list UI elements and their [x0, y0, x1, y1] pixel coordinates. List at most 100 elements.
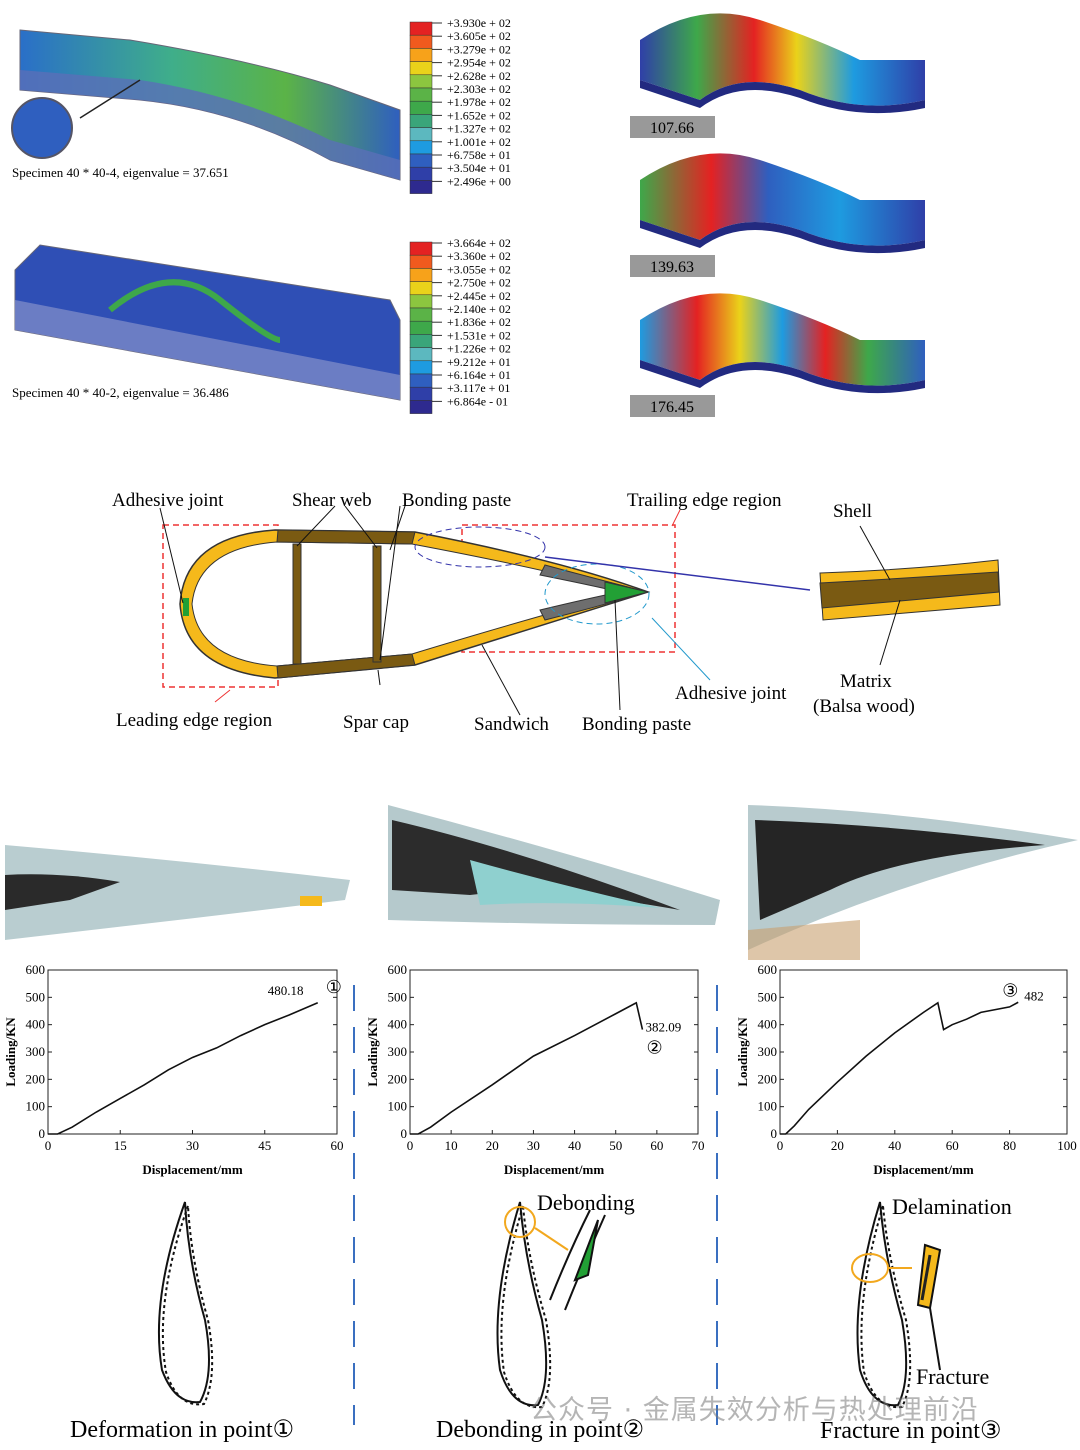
x-tick-label: 20: [831, 1138, 844, 1153]
x-tick-label: 50: [609, 1138, 622, 1153]
legend-value: +2.445e + 02: [447, 289, 511, 303]
x-tick-label: 100: [1057, 1138, 1077, 1153]
legend-value: +6.164e + 01: [447, 368, 511, 382]
x-tick-label: 45: [258, 1138, 271, 1153]
label-matrix: Matrix: [840, 671, 892, 692]
x-tick-label: 60: [331, 1138, 344, 1153]
photo-2: [388, 805, 720, 925]
legend-value: +3.279e + 02: [447, 42, 511, 56]
buckling-mode-1: [640, 13, 925, 114]
zoom-inset: [11, 97, 73, 159]
legend-value: +3.117e + 01: [447, 381, 510, 395]
peak-annotation: 482: [1024, 988, 1044, 1003]
label-delamination: Delamination: [892, 1194, 1012, 1219]
point-marker: ③: [1002, 980, 1018, 1000]
y-axis-label: Loading/KN: [3, 1017, 18, 1087]
y-tick-label: 400: [388, 1017, 408, 1032]
failure-sketches: Debonding Delamination Fracture Deformat…: [70, 1190, 1012, 1444]
y-tick-label: 100: [388, 1099, 408, 1114]
trailing-adhesive: [604, 581, 649, 604]
y-tick-label: 400: [26, 1017, 46, 1032]
buckling-mode-2: [640, 153, 925, 254]
y-tick-label: 0: [401, 1126, 408, 1141]
specimen-1-label: Specimen 40 * 40-4, eigenvalue = 37.651: [12, 165, 229, 180]
point-marker: ①: [326, 977, 342, 997]
airfoil-fracture-3: [851, 1201, 942, 1409]
legend-value: +2.303e + 02: [447, 82, 511, 96]
x-tick-label: 70: [692, 1138, 705, 1153]
contour-legend-1: +3.930e + 02+3.605e + 02+3.279e + 02+2.9…: [409, 16, 511, 194]
x-axis-label: Displacement/mm: [142, 1162, 243, 1177]
legend-value: +6.758e + 01: [447, 148, 511, 162]
label-bonding-paste-bottom: Bonding paste: [582, 714, 691, 735]
legend-value: +6.864e - 01: [447, 394, 508, 408]
x-tick-label: 20: [486, 1138, 499, 1153]
photo-1: [5, 845, 350, 940]
mode-2-value: 139.63: [650, 259, 694, 276]
label-bonding-paste-top: Bonding paste: [402, 490, 511, 511]
caption-debonding: Debonding in point②: [436, 1417, 644, 1443]
legend-value: +2.750e + 02: [447, 276, 511, 290]
spar-cap: [276, 529, 416, 679]
legend-value: +1.836e + 02: [447, 315, 511, 329]
x-tick-label: 0: [777, 1138, 784, 1153]
photo-3: [748, 805, 1078, 960]
peak-annotation: 382.09: [645, 1020, 681, 1035]
y-tick-label: 500: [758, 989, 778, 1004]
y-tick-label: 100: [758, 1099, 778, 1114]
shell-detail: [819, 559, 1001, 621]
chart-2: 0 10 20 30 40 50 60 70 0 100 200 300 400 500 600 Displa…: [365, 962, 705, 1177]
label-shear-web: Shear web: [292, 490, 372, 511]
mode-3-badge: [630, 395, 715, 417]
label-adhesive-joint-top: Adhesive joint: [112, 490, 224, 511]
contour-legend-2: +3.664e + 02+3.360e + 02+3.055e + 02+2.7…: [409, 236, 511, 414]
watermark: 公众号 · 金属失效分析与热处理前沿: [530, 1395, 979, 1426]
y-tick-label: 300: [758, 1044, 778, 1059]
legend-value: +1.978e + 02: [447, 95, 511, 109]
load-curve: [410, 1001, 644, 1135]
legend-value: +3.930e + 02: [447, 16, 511, 30]
specimen-2-model: [14, 244, 401, 401]
y-tick-label: 600: [758, 962, 778, 977]
label-adhesive-joint-bottom: Adhesive joint: [675, 683, 787, 704]
y-tick-label: 600: [388, 962, 408, 977]
legend-value: +2.496e + 00: [447, 174, 511, 188]
blade-section-diagram: Adhesive joint Shear web Bonding paste T…: [112, 490, 1001, 735]
y-tick-label: 0: [771, 1126, 778, 1141]
legend-value: +3.664e + 02: [447, 236, 511, 250]
y-tick-label: 0: [39, 1126, 46, 1141]
legend-swatch: [409, 180, 433, 194]
legend-value: +2.140e + 02: [447, 302, 511, 316]
y-tick-label: 600: [26, 962, 46, 977]
peak-annotation: 480.18: [268, 983, 304, 998]
load-curve: [780, 1001, 1019, 1135]
x-tick-label: 60: [650, 1138, 663, 1153]
mode-2-badge: [630, 255, 715, 277]
legend-value: +1.652e + 02: [447, 108, 511, 122]
x-tick-label: 80: [1003, 1138, 1016, 1153]
y-tick-label: 200: [388, 1071, 408, 1086]
label-sandwich: Sandwich: [474, 714, 549, 735]
panel-separators: [353, 985, 718, 1425]
point-marker: ②: [646, 1038, 662, 1058]
legend-value: +2.628e + 02: [447, 69, 511, 83]
label-trailing-edge-region: Trailing edge region: [627, 490, 782, 511]
legend-value: +3.605e + 02: [447, 29, 511, 43]
legend-value: +1.327e + 02: [447, 122, 511, 136]
caption-fracture: Fracture in point③: [820, 1418, 1001, 1444]
specimen-2-label: Specimen 40 * 40-2, eigenvalue = 36.486: [12, 385, 229, 400]
y-axis-label: Loading/KN: [365, 1017, 380, 1087]
mode-1-badge: [630, 116, 715, 138]
airfoil-deformation-1: [157, 1201, 214, 1406]
label-debonding: Debonding: [537, 1190, 635, 1215]
specimen-1-model: [11, 29, 401, 181]
x-tick-label: 30: [186, 1138, 199, 1153]
y-tick-label: 100: [26, 1099, 46, 1114]
legend-value: +1.001e + 02: [447, 135, 511, 149]
x-tick-label: 15: [114, 1138, 127, 1153]
specimen-photos: [5, 805, 1078, 960]
legend-value: +1.226e + 02: [447, 342, 511, 356]
x-axis-label: Displacement/mm: [504, 1162, 605, 1177]
legend-value: +3.504e + 01: [447, 161, 511, 175]
